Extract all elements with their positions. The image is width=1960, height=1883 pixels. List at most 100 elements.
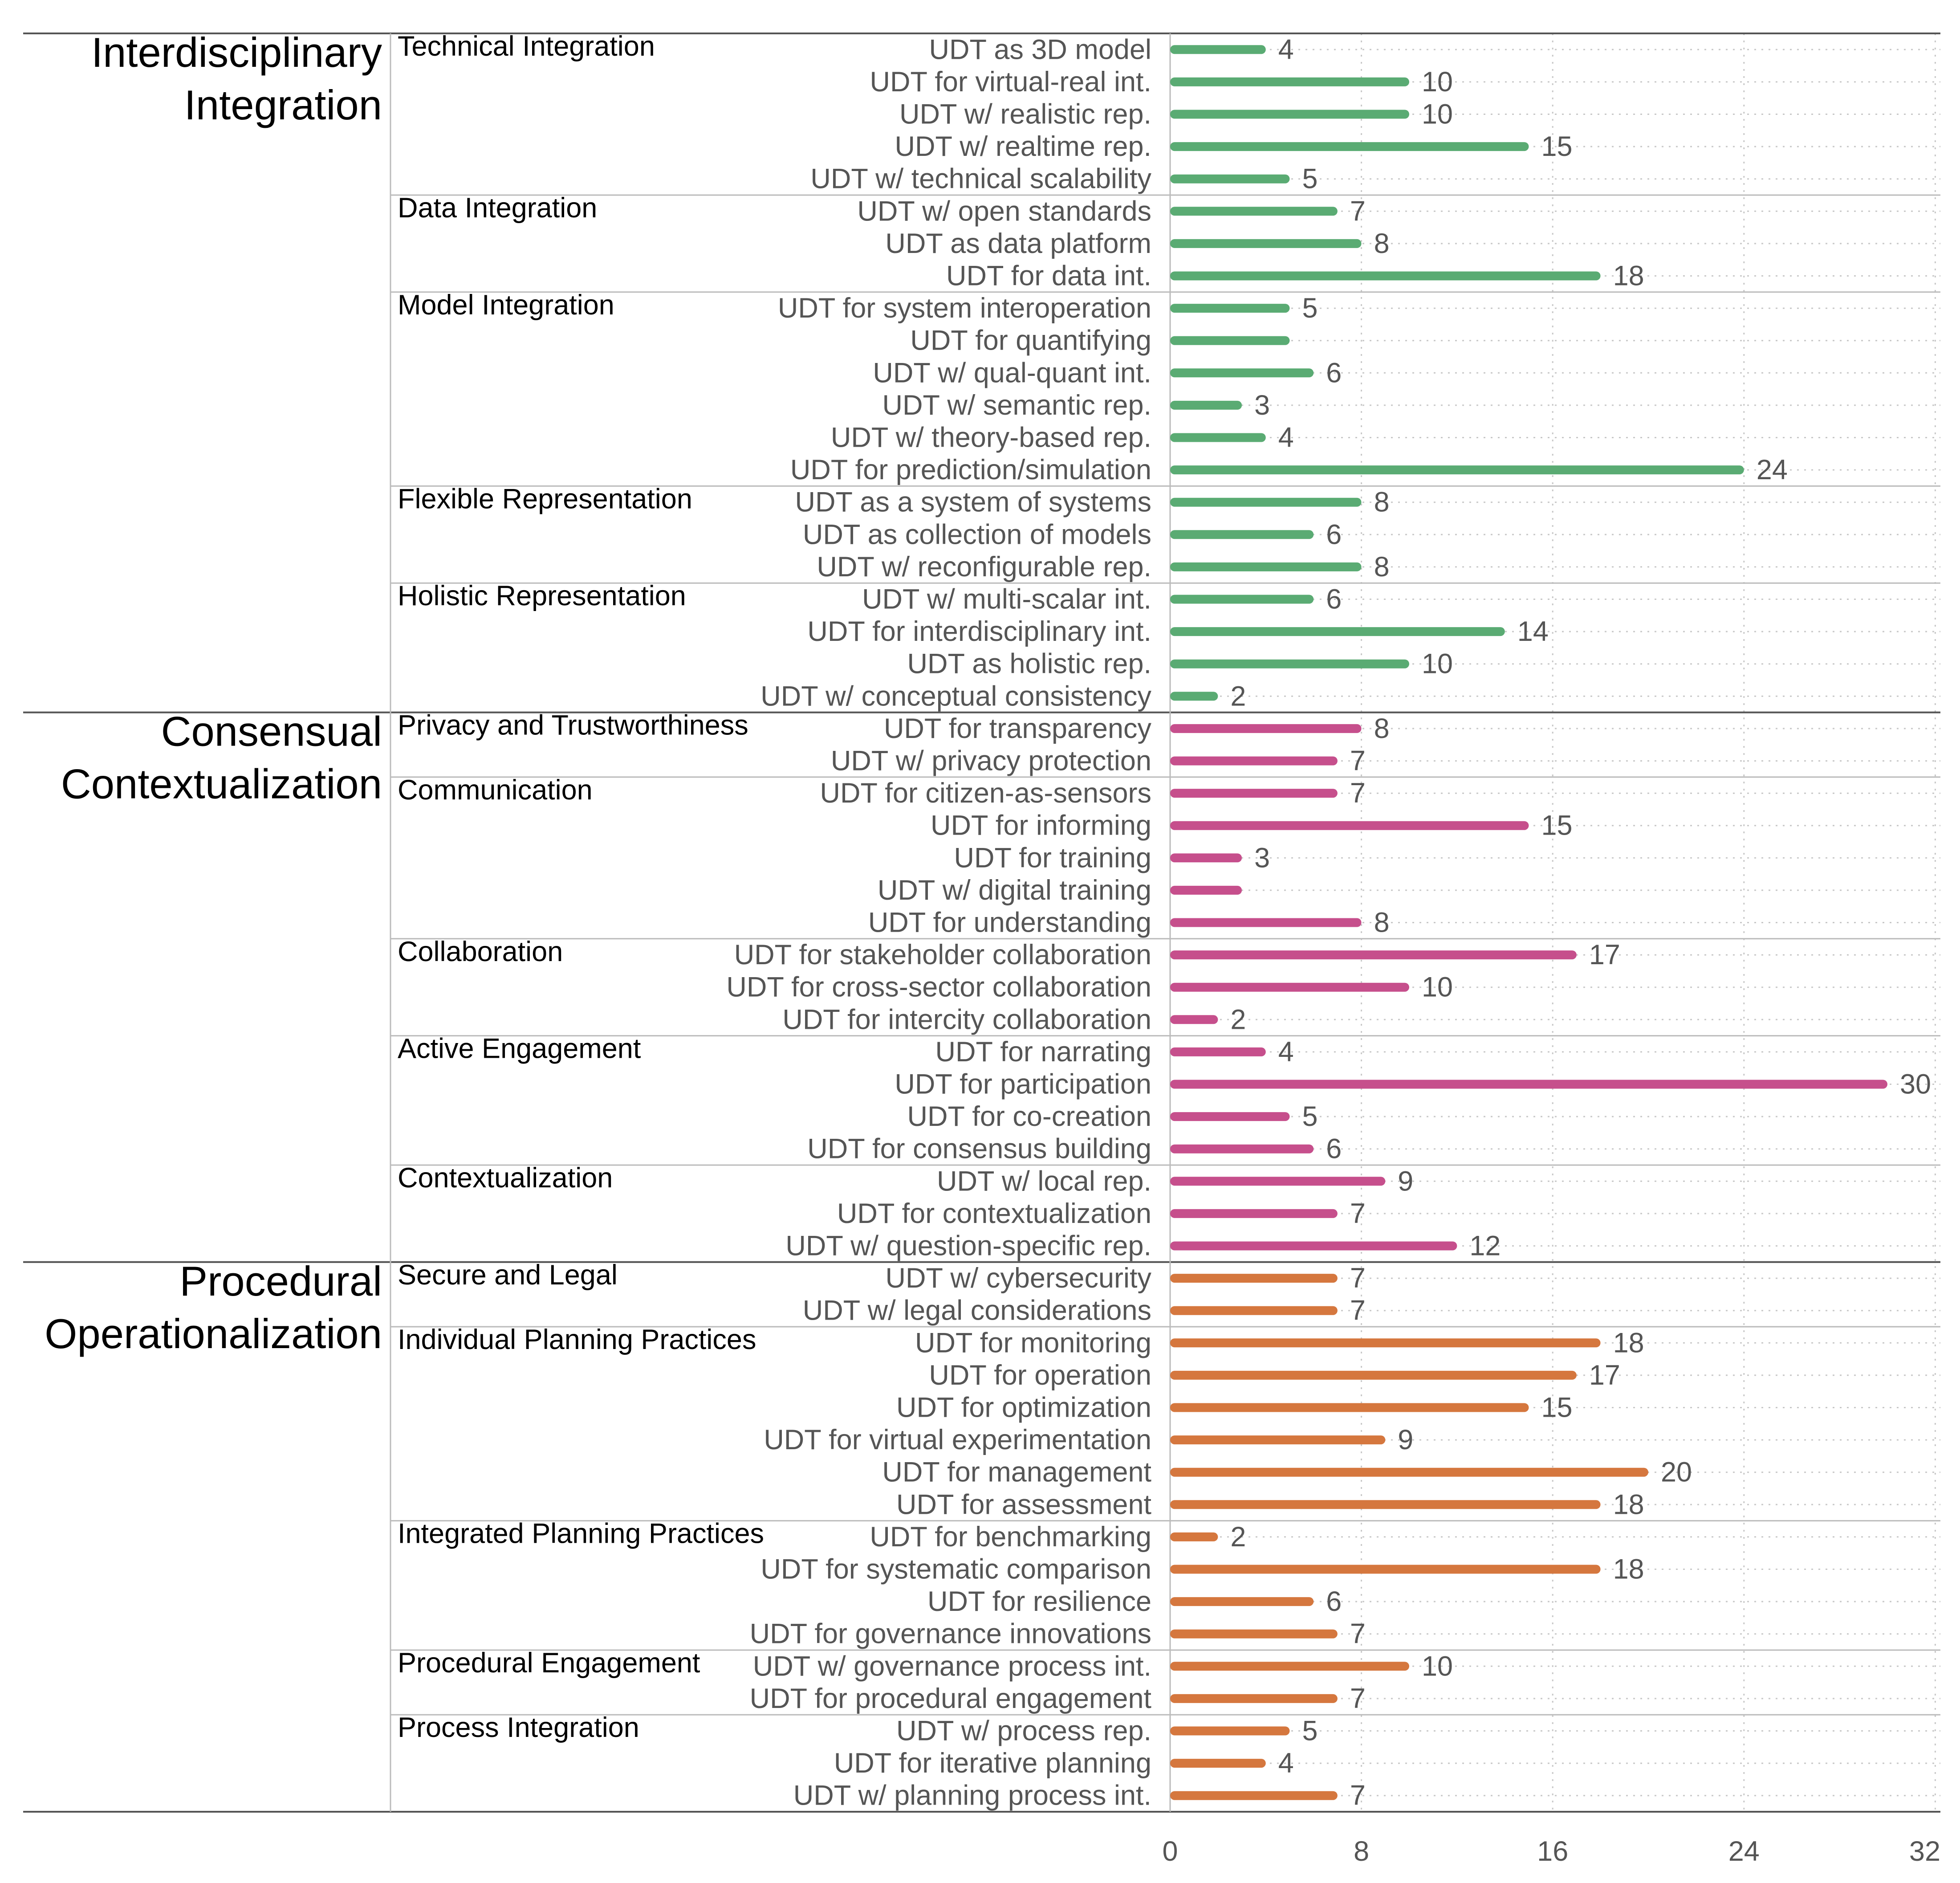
dimension-label: Contextualization <box>61 761 382 807</box>
bar <box>1170 789 1338 798</box>
item-label: UDT as data platform <box>885 228 1151 259</box>
item-label: UDT for management <box>882 1457 1151 1488</box>
value-label: 15 <box>1541 810 1573 841</box>
item-label: UDT w/ planning process int. <box>793 1780 1151 1811</box>
item-label: UDT for systematic comparison <box>760 1554 1151 1585</box>
bar <box>1170 239 1362 248</box>
value-label: 8 <box>1374 907 1390 938</box>
bar <box>1170 1532 1218 1541</box>
value-label: 8 <box>1374 487 1390 518</box>
bar <box>1170 821 1529 830</box>
value-label: 7 <box>1350 1780 1366 1811</box>
item-label: UDT for understanding <box>868 907 1151 938</box>
bar <box>1170 142 1529 151</box>
value-label: 4 <box>1278 34 1294 65</box>
item-label: UDT w/ question-specific rep. <box>785 1231 1151 1262</box>
bar <box>1170 77 1409 86</box>
value-label: 5 <box>1302 163 1318 195</box>
value-label: 6 <box>1326 1586 1342 1617</box>
item-label: UDT as holistic rep. <box>907 648 1151 680</box>
x-tick-label: 24 <box>1728 1836 1760 1867</box>
value-label: 24 <box>1757 454 1788 485</box>
item-label: UDT w/ digital training <box>878 875 1151 906</box>
bar <box>1170 627 1505 636</box>
subgroup-label: Privacy and Trustworthiness <box>398 710 748 741</box>
subgroup-label: Active Engagement <box>398 1033 641 1064</box>
subgroup-label: Procedural Engagement <box>398 1647 700 1679</box>
x-tick-label: 16 <box>1537 1836 1568 1867</box>
item-label: UDT for system interoperation <box>778 293 1151 324</box>
bar <box>1170 1080 1887 1089</box>
dimension-label: Consensual <box>161 708 382 755</box>
x-tick-label: 32 <box>1909 1836 1940 1867</box>
bar <box>1170 1177 1386 1186</box>
value-label: 7 <box>1350 1618 1366 1650</box>
item-label: UDT w/ privacy protection <box>831 746 1151 777</box>
value-label: 7 <box>1350 196 1366 227</box>
x-axis-ticks: 0 8 16 24 32 <box>1162 1836 1940 1867</box>
item-label: UDT for quantifying <box>910 325 1151 356</box>
value-label: 30 <box>1900 1069 1931 1100</box>
bar <box>1170 595 1314 604</box>
value-label: 7 <box>1350 1263 1366 1294</box>
subgroup-label: Process Integration <box>398 1712 639 1743</box>
bar <box>1170 659 1409 668</box>
bar <box>1170 950 1577 960</box>
value-label: 18 <box>1613 1327 1644 1358</box>
item-label: UDT for training <box>954 842 1152 873</box>
subgroup-label: Collaboration <box>398 936 563 967</box>
item-label: UDT for contextualization <box>837 1198 1151 1229</box>
value-label: 2 <box>1230 1521 1246 1553</box>
item-label: UDT for benchmarking <box>870 1521 1151 1553</box>
value-label: 6 <box>1326 1133 1342 1165</box>
item-label: UDT for prediction/simulation <box>790 454 1151 485</box>
item-label: UDT for assessment <box>896 1489 1151 1520</box>
value-label: 10 <box>1422 648 1453 680</box>
item-label: UDT for informing <box>931 810 1151 841</box>
item-label: UDT w/ legal considerations <box>803 1295 1151 1326</box>
value-label: 15 <box>1541 131 1573 162</box>
item-label: UDT for participation <box>895 1069 1151 1100</box>
value-label: 5 <box>1302 1716 1318 1747</box>
bar <box>1170 433 1266 442</box>
value-label: 7 <box>1350 746 1366 777</box>
bar <box>1170 885 1242 895</box>
subgroup-label: Individual Planning Practices <box>398 1324 756 1355</box>
value-label: 7 <box>1350 778 1366 809</box>
value-label: 12 <box>1469 1231 1500 1262</box>
bar <box>1170 1791 1338 1800</box>
item-label: UDT for narrating <box>935 1036 1151 1068</box>
item-label: UDT for citizen-as-sensors <box>820 778 1151 809</box>
subgroup-label: Holistic Representation <box>398 580 686 611</box>
value-label: 18 <box>1613 261 1644 292</box>
bar <box>1170 400 1242 410</box>
bar <box>1170 1370 1577 1380</box>
value-label: 3 <box>1254 842 1270 873</box>
item-label: UDT for co-creation <box>907 1101 1151 1132</box>
value-label: 2 <box>1230 681 1246 712</box>
item-label: UDT w/ realistic rep. <box>899 99 1151 130</box>
value-label: 8 <box>1374 228 1390 259</box>
bar <box>1170 1015 1218 1024</box>
bar <box>1170 1306 1338 1315</box>
item-label: UDT w/ reconfigurable rep. <box>817 551 1151 583</box>
item-label: UDT for virtual-real int. <box>870 66 1152 98</box>
value-label: 10 <box>1422 972 1453 1003</box>
value-label: 9 <box>1398 1424 1413 1455</box>
bar <box>1170 1597 1314 1606</box>
item-label: UDT for operation <box>929 1360 1151 1391</box>
item-label: UDT for optimization <box>896 1392 1151 1423</box>
bar <box>1170 110 1409 119</box>
dimension-label: Operationalization <box>45 1310 382 1357</box>
bar <box>1170 1435 1386 1445</box>
item-label: UDT for governance innovations <box>750 1618 1151 1650</box>
value-label: 7 <box>1350 1683 1366 1714</box>
bar <box>1170 336 1290 345</box>
value-label: 3 <box>1254 390 1270 421</box>
item-label: UDT for interdisciplinary int. <box>807 616 1151 647</box>
bar <box>1170 1694 1338 1703</box>
dimension-label: Interdisciplinary <box>91 29 382 76</box>
bar <box>1170 1112 1290 1121</box>
item-label: UDT w/ semantic rep. <box>882 390 1152 421</box>
item-label: UDT w/ theory-based rep. <box>831 422 1151 453</box>
